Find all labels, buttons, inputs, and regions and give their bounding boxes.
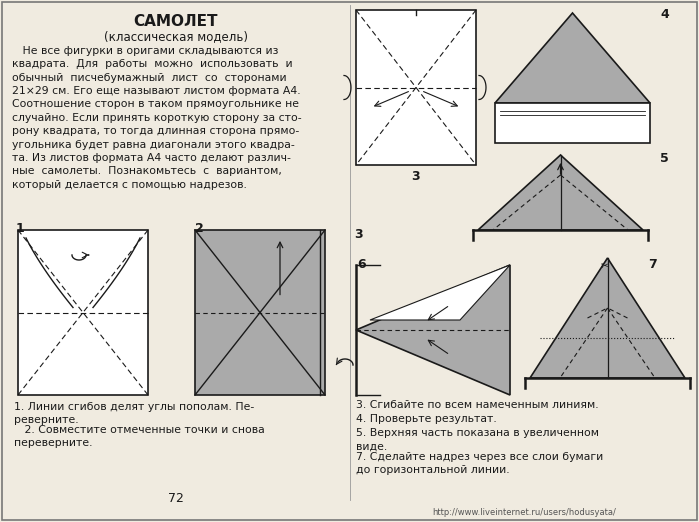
Text: 3: 3: [354, 228, 363, 241]
Polygon shape: [478, 155, 643, 230]
Text: 72: 72: [168, 492, 184, 505]
Text: 1. Линии сгибов делят углы пополам. Пе-
реверните.: 1. Линии сгибов делят углы пополам. Пе- …: [14, 402, 254, 425]
Text: 5: 5: [660, 152, 669, 165]
Bar: [356, 10, 476, 165]
Text: http://www.liveinternet.ru/users/hodusyata/: http://www.liveinternet.ru/users/hodusya…: [432, 508, 616, 517]
Text: (классическая модель): (классическая модель): [104, 30, 248, 43]
Text: 3. Сгибайте по всем намеченным линиям.: 3. Сгибайте по всем намеченным линиям.: [356, 400, 598, 410]
Text: 4: 4: [660, 8, 669, 21]
Text: 4. Проверьте результат.: 4. Проверьте результат.: [356, 414, 497, 424]
Text: ✂: ✂: [600, 260, 609, 270]
Text: 3: 3: [412, 170, 420, 183]
Bar: [18, 230, 148, 395]
Text: 2. Совместите отмеченные точки и снова
переверните.: 2. Совместите отмеченные точки и снова п…: [14, 425, 265, 448]
Polygon shape: [530, 258, 685, 378]
Text: 7. Сделайте надрез через все слои бумаги
до горизонтальной линии.: 7. Сделайте надрез через все слои бумаги…: [356, 452, 603, 475]
Polygon shape: [356, 265, 510, 395]
Polygon shape: [370, 265, 510, 320]
Polygon shape: [495, 13, 650, 103]
Text: 7: 7: [648, 258, 657, 271]
Text: 1: 1: [16, 222, 24, 235]
Text: 2: 2: [195, 222, 203, 235]
Text: 6: 6: [357, 258, 366, 271]
Text: Не все фигурки в оригами складываются из
квадрата.  Для  работы  можно  использо: Не все фигурки в оригами складываются из…: [12, 46, 302, 189]
Bar: [495, 103, 650, 143]
Text: 5. Верхняя часть показана в увеличенном
виде.: 5. Верхняя часть показана в увеличенном …: [356, 428, 599, 451]
Bar: [195, 230, 325, 395]
Text: САМОЛЕТ: САМОЛЕТ: [134, 14, 218, 29]
